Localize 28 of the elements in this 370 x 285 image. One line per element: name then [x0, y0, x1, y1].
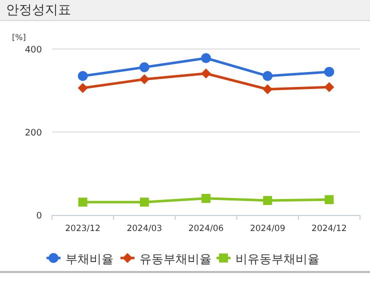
x-tick-label: 2024/06 — [188, 224, 224, 234]
point — [201, 53, 211, 64]
y-axis-title: [%] — [12, 33, 26, 42]
point — [263, 196, 272, 205]
point — [202, 194, 210, 203]
y-tick-label: 0 — [36, 212, 42, 222]
point — [262, 70, 273, 81]
point — [324, 66, 334, 77]
point — [139, 74, 150, 84]
x-tick-label: 2024/03 — [126, 224, 162, 234]
point — [78, 198, 88, 207]
point — [324, 82, 334, 92]
chart-title: 안정성지표 — [6, 3, 71, 18]
y-tick-label: 400 — [24, 46, 42, 56]
legend-label: 유동부채비율 — [140, 252, 212, 266]
point — [139, 62, 150, 72]
x-tick-label: 2023/12 — [65, 224, 100, 234]
x-tick-label: 2024/12 — [312, 224, 347, 234]
point — [262, 84, 273, 94]
point — [324, 195, 334, 204]
point — [140, 198, 149, 207]
point — [201, 68, 211, 78]
x-tick-label: 2024/09 — [250, 224, 286, 234]
legend-label: 부채비율 — [66, 252, 114, 266]
legend-label: 비유동부채비율 — [236, 252, 320, 266]
point — [78, 83, 88, 94]
y-tick-label: 200 — [24, 128, 42, 138]
point — [78, 70, 88, 81]
